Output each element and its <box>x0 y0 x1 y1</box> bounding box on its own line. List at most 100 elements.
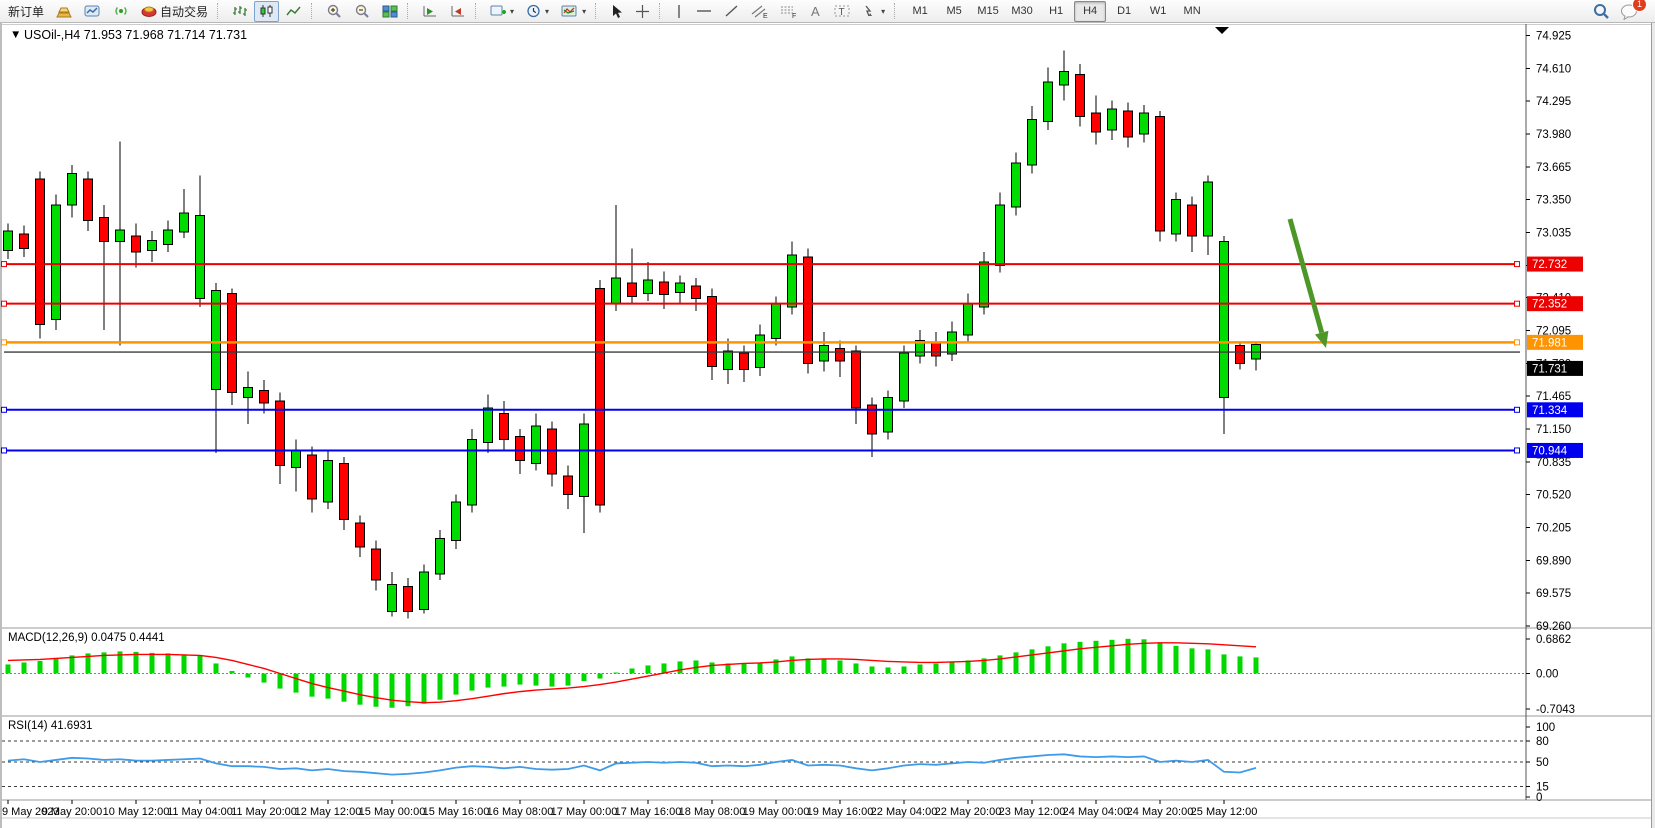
candle-body <box>899 352 909 402</box>
macd-histogram-bar <box>213 663 219 674</box>
macd-histogram-bar <box>437 673 443 700</box>
price-chart[interactable]: 74.925 74.610 74.295 73.980 73.665 73.350 73.0… <box>0 24 1655 828</box>
macd-histogram-bar <box>261 673 267 683</box>
hlines-layer[interactable] <box>1 261 1521 454</box>
svg-text:A: A <box>811 4 820 18</box>
text-button[interactable]: A <box>804 1 827 22</box>
candle-body <box>707 296 717 367</box>
svg-text:74.295: 74.295 <box>1536 96 1571 108</box>
cursor-button[interactable] <box>605 1 628 22</box>
candle-body <box>1043 81 1053 122</box>
bar-chart-button[interactable] <box>227 1 252 22</box>
timeframe-m15[interactable]: M15 <box>977 5 999 17</box>
candle-body <box>1059 70 1069 86</box>
macd-histogram-bar <box>325 673 331 699</box>
candle-body <box>179 212 189 233</box>
chevron-down-icon: ▾ <box>545 6 550 16</box>
timeframe-m5[interactable]: M5 <box>946 5 962 17</box>
zoom-out-button[interactable] <box>349 1 375 22</box>
scroll-to-end-button[interactable] <box>417 1 443 22</box>
candle-body <box>3 230 13 252</box>
annotation-arrow[interactable] <box>1287 218 1325 334</box>
price-badge <box>1527 296 1583 312</box>
new-chart-icon <box>490 5 507 16</box>
candle-body <box>771 303 781 339</box>
zoom-in-button[interactable] <box>321 1 347 22</box>
chart-shift-button[interactable] <box>445 1 471 22</box>
timeframe-w1[interactable]: W1 <box>1149 5 1167 17</box>
timeframe-h4[interactable]: H4 <box>1074 0 1107 22</box>
vertical-line-button[interactable] <box>669 1 689 22</box>
search-icon[interactable] <box>1593 3 1610 20</box>
scroll-to-end-icon <box>423 6 437 17</box>
candlestick-chart-button[interactable] <box>254 0 280 22</box>
signal-button[interactable] <box>108 1 134 22</box>
arrows-icon <box>865 5 873 17</box>
macd-histogram-bar <box>581 673 587 682</box>
new-order-button[interactable]: 新订单 <box>3 1 49 22</box>
svg-text:11 May 04:00: 11 May 04:00 <box>167 806 233 818</box>
macd-histogram-bar <box>389 673 395 708</box>
line-endpoint-handle <box>1514 339 1520 346</box>
text-label-button[interactable]: T <box>829 1 855 22</box>
macd-histogram-bar <box>949 662 955 674</box>
separator <box>311 3 317 19</box>
auto-trading-button[interactable]: 自动交易 <box>136 1 213 22</box>
macd-histogram-bar <box>1045 646 1051 674</box>
trendline-button[interactable] <box>719 1 744 22</box>
notifications-button[interactable]: 1 <box>1620 0 1647 20</box>
publish-chart-button[interactable] <box>79 1 106 22</box>
timeframe-m30[interactable]: M30 <box>1011 5 1033 17</box>
new-chart-button[interactable]: ▾ <box>485 1 519 22</box>
vertical-line-icon <box>678 4 680 18</box>
line-chart-button[interactable] <box>281 1 307 22</box>
period-clock-button[interactable]: ▾ <box>521 1 554 22</box>
fibonacci-button[interactable]: F <box>775 1 802 22</box>
macd-histogram-bar <box>117 651 123 674</box>
macd-histogram-bar <box>229 670 235 674</box>
price-badge <box>1527 442 1583 458</box>
horizontal-line-button[interactable] <box>691 1 717 22</box>
chevron-down-icon: ▾ <box>582 6 587 16</box>
svg-text:15 May 16:00: 15 May 16:00 <box>423 806 490 818</box>
svg-text:15: 15 <box>1536 781 1549 793</box>
chart-shift-marker[interactable] <box>1215 27 1229 34</box>
macd-histogram-bar <box>485 673 491 688</box>
cursor-icon <box>613 4 623 18</box>
macd-histogram-bar <box>597 673 603 679</box>
svg-text:80: 80 <box>1536 736 1549 748</box>
macd-histogram-bar <box>1205 649 1211 674</box>
publish-chart-icon <box>84 5 100 17</box>
candle-body <box>339 462 349 521</box>
crosshair-button[interactable] <box>630 1 655 22</box>
notification-count-badge: 1 <box>1632 0 1647 12</box>
crosshair-icon <box>636 4 650 18</box>
svg-text:0.6862: 0.6862 <box>1536 634 1571 646</box>
macd-signal-line <box>7 642 1257 704</box>
macd-histogram-bar <box>853 663 859 674</box>
template-icon <box>561 5 577 17</box>
timeframe-m1[interactable]: M1 <box>912 5 928 17</box>
rsi-line <box>7 753 1257 776</box>
tile-windows-button[interactable] <box>377 1 403 22</box>
macd-histogram-bar <box>709 662 715 674</box>
macd-histogram-bar <box>165 653 171 674</box>
line-endpoint-handle <box>1 339 7 346</box>
candle-body <box>147 239 157 252</box>
timeframe-mn[interactable]: MN <box>1183 5 1201 17</box>
candle-body <box>67 173 77 206</box>
svg-text:10 May 12:00: 10 May 12:00 <box>103 806 170 818</box>
arrows-button[interactable]: ▾ <box>857 1 890 22</box>
candle-body <box>419 571 429 610</box>
equidistant-channel-button[interactable]: E <box>746 1 773 22</box>
macd-histogram-bar <box>677 661 683 674</box>
template-button[interactable]: ▾ <box>556 1 591 22</box>
macd-histogram-bar <box>533 673 539 686</box>
svg-text:69.260: 69.260 <box>1536 621 1571 633</box>
timeframe-h1[interactable]: H1 <box>1049 5 1064 17</box>
candle-body <box>1203 181 1213 237</box>
timeframe-d1[interactable]: D1 <box>1117 5 1132 17</box>
annotation-arrow-head[interactable] <box>1314 330 1329 348</box>
gold-bars-icon-button[interactable] <box>51 1 77 22</box>
